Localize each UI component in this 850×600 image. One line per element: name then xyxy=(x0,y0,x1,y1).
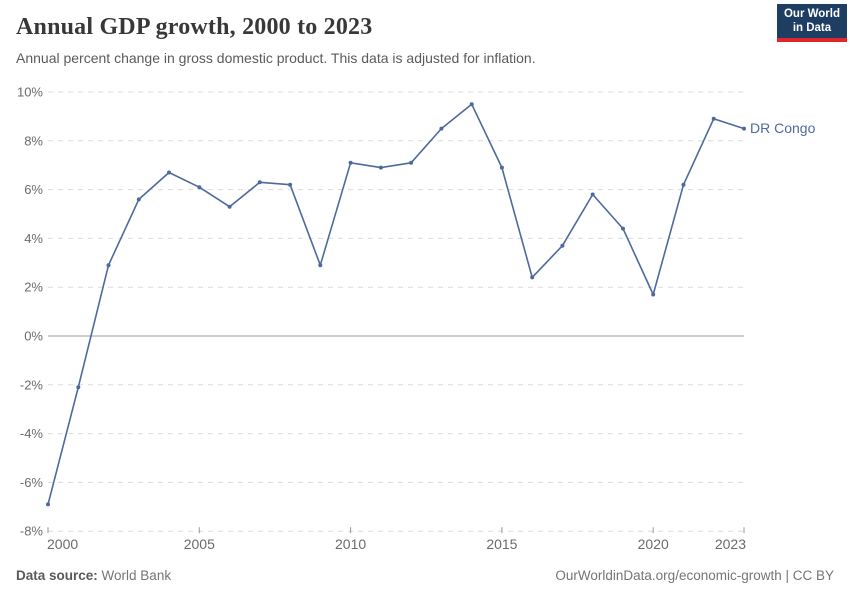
svg-text:2%: 2% xyxy=(24,280,43,295)
series-end-label[interactable]: DR Congo xyxy=(750,120,816,136)
chart-svg: 10% 8% 6% 4% 2% 0% -2% -4% -6% -8%2000 2005 2010 201… xyxy=(17,85,816,553)
chart-footer: Data source: World Bank OurWorldinData.o… xyxy=(16,568,834,583)
svg-text:-2%: -2% xyxy=(20,377,44,392)
svg-text:6%: 6% xyxy=(24,182,43,197)
svg-text:2010: 2010 xyxy=(335,536,366,552)
x-axis-labels: 2000 2005 2010 2015 2020 2023 xyxy=(47,536,746,552)
page-title: Annual GDP growth, 2000 to 2023 xyxy=(16,14,373,40)
svg-text:2023: 2023 xyxy=(715,536,746,552)
svg-text:2015: 2015 xyxy=(486,536,517,552)
owid-logo[interactable]: Our World in Data xyxy=(776,4,847,42)
svg-text:-6%: -6% xyxy=(20,475,44,490)
owid-logo-line1: Our World xyxy=(783,8,840,20)
chart-subtitle: Annual percent change in gross domestic … xyxy=(16,50,536,66)
svg-text:0%: 0% xyxy=(24,329,43,344)
svg-text:2000: 2000 xyxy=(47,536,78,552)
owid-logo-line2: in Data xyxy=(792,21,832,34)
data-source: Data source: World Bank xyxy=(16,568,171,583)
y-axis-labels: 10% 8% 6% 4% 2% 0% -2% -4% -6% -8% xyxy=(17,85,43,539)
data-source-value: World Bank xyxy=(101,568,172,583)
svg-text:-8%: -8% xyxy=(20,524,44,539)
chart-header: Annual GDP growth, 2000 to 2023 Annual p… xyxy=(16,14,834,66)
x-axis-ticks xyxy=(47,527,745,534)
series-line-dr-congo[interactable] xyxy=(47,103,745,506)
svg-text:4%: 4% xyxy=(24,231,43,246)
svg-text:-4%: -4% xyxy=(20,426,44,441)
svg-text:2005: 2005 xyxy=(184,536,215,552)
y-gridlines xyxy=(48,91,744,532)
svg-text:10%: 10% xyxy=(17,85,43,100)
svg-text:2020: 2020 xyxy=(638,536,669,552)
data-source-label: Data source: xyxy=(16,568,98,583)
series-point-markers xyxy=(46,102,746,507)
svg-text:8%: 8% xyxy=(24,133,43,148)
credit-line: OurWorldinData.org/economic-growth | CC … xyxy=(555,568,834,583)
